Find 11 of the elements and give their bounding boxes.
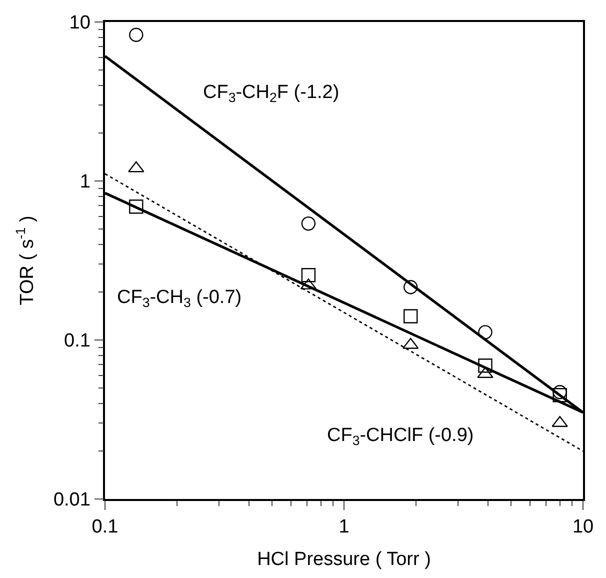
series-label: CF$_{3}$-CHClF (-0.9) bbox=[327, 425, 474, 448]
x-tick-label: 1 bbox=[338, 516, 350, 538]
series-label: CF$_{3}$-CH$_{2}$F (-1.2) bbox=[203, 82, 340, 105]
x-tick-label: 0.1 bbox=[92, 516, 118, 538]
x-axis-title: HCl Pressure ( Torr ) bbox=[257, 548, 431, 570]
y-tick-label: 10 bbox=[69, 12, 90, 34]
y-tick-label: 0.01 bbox=[53, 490, 90, 511]
y-tick-label: 0.1 bbox=[64, 330, 90, 352]
x-tick-label: 10 bbox=[572, 516, 594, 538]
series-label: CF$_{3}$-CH$_{3}$ (-0.7) bbox=[117, 287, 242, 310]
y-tick-label: 1 bbox=[80, 172, 90, 193]
